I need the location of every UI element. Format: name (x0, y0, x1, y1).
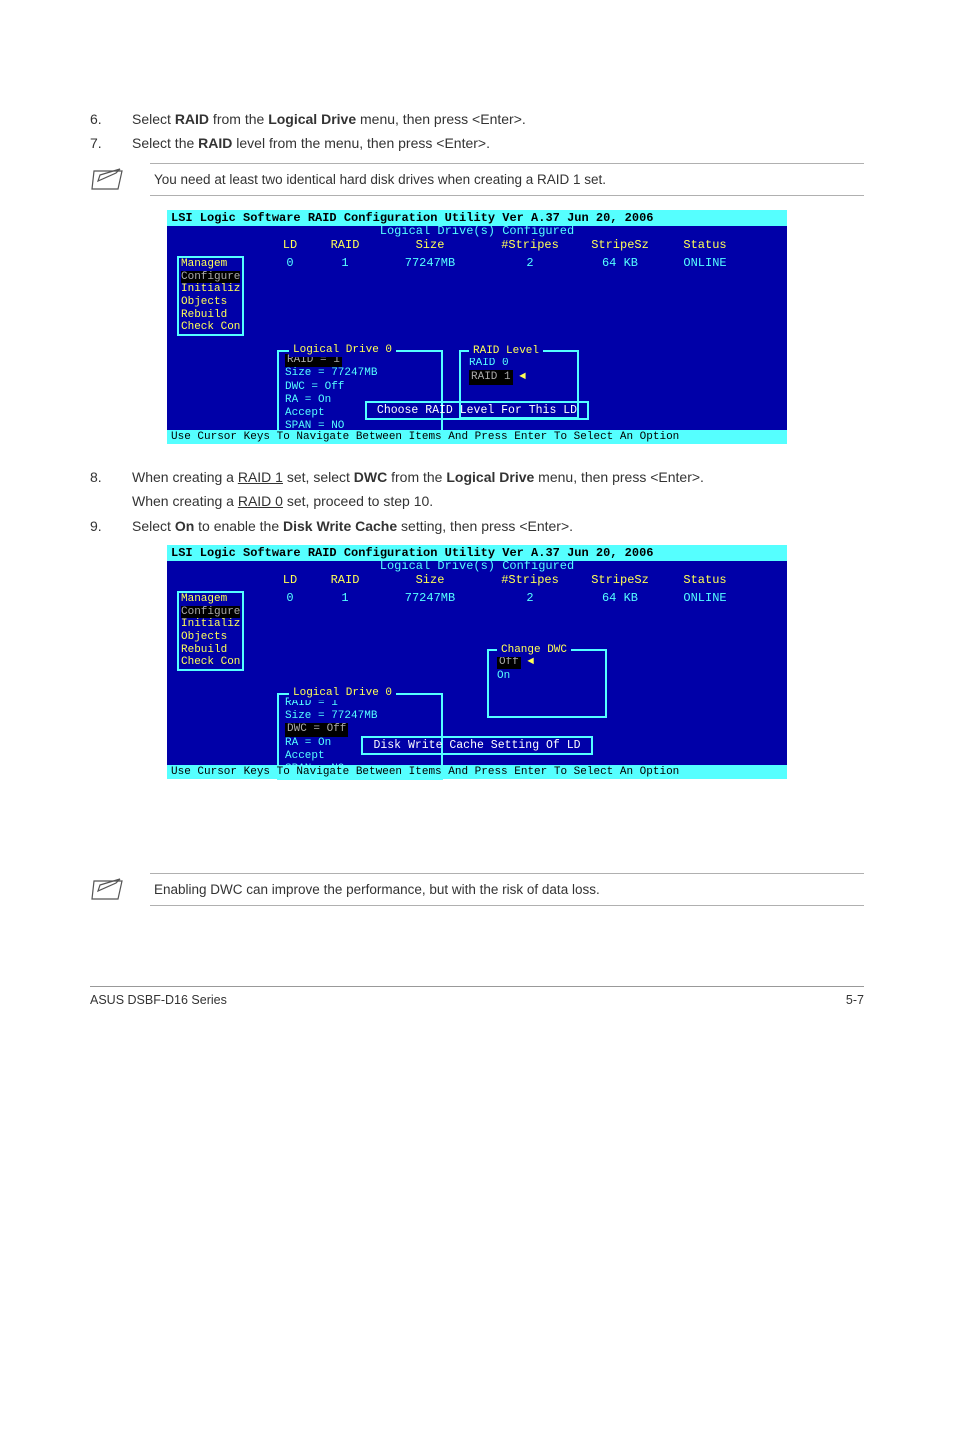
menu-item: Rebuild (181, 309, 240, 322)
menu-item: Objects (181, 631, 240, 644)
ld-line: Size = 77247MB (285, 710, 435, 723)
ld-box-title: Logical Drive 0 (289, 344, 396, 357)
ld-box-title: Logical Drive 0 (289, 687, 396, 700)
col-header: LD (265, 573, 315, 587)
steps-bottom: 8. When creating a RAID 1 set, select DW… (90, 468, 864, 488)
note-text: Enabling DWC can improve the performance… (150, 873, 864, 906)
cell: 0 (265, 256, 315, 270)
cell: ONLINE (665, 256, 745, 270)
menu-item: Initializ (181, 283, 240, 296)
footer-left: ASUS DSBF-D16 Series (90, 993, 227, 1007)
col-header: Size (375, 573, 485, 587)
bios-headers: LDRAIDSize#StripesStripeSzStatus (257, 238, 787, 252)
pencil-icon (90, 873, 150, 905)
ld-line: DWC = Off (285, 381, 435, 394)
bios-subtitle: Logical Drive(s) Configured (167, 559, 787, 573)
help-text: Choose RAID Level For This LD (365, 401, 589, 420)
step-text: Select On to enable the Disk Write Cache… (132, 517, 864, 537)
bios-side-menu: ManagemConfigureInitializObjectsRebuildC… (177, 591, 244, 671)
note-1: You need at least two identical hard dis… (90, 163, 864, 196)
ld-line-selected: DWC = Off (285, 723, 348, 736)
arrow-icon: ◄ (519, 371, 526, 383)
menu-item: Rebuild (181, 644, 240, 657)
bios-footer: Use Cursor Keys To Navigate Between Item… (167, 765, 787, 779)
logical-drive-box: Logical Drive 0RAID = 1Size = 77247MBDWC… (277, 350, 443, 437)
ld-line: Size = 77247MB (285, 367, 435, 380)
step-7: 7. Select the RAID level from the menu, … (90, 134, 864, 154)
step-9: 9. Select On to enable the Disk Write Ca… (90, 517, 864, 537)
bios-subtitle: Logical Drive(s) Configured (167, 224, 787, 238)
footer-right: 5-7 (846, 993, 864, 1007)
col-header: #Stripes (485, 573, 575, 587)
col-header: Status (665, 573, 745, 587)
popup-box: Change DWCOff ◄On (487, 649, 607, 718)
bios-help-bar: Disk Write Cache Setting Of LD (167, 736, 787, 755)
menu-item: Initializ (181, 618, 240, 631)
note-2: Enabling DWC can improve the performance… (90, 873, 864, 906)
popup-item: On (497, 669, 597, 683)
popup-title: RAID Level (469, 344, 543, 358)
note-text: You need at least two identical hard dis… (150, 163, 864, 196)
bios-screenshot-2: LSI Logic Software RAID Configuration Ut… (167, 545, 787, 779)
popup-title: Change DWC (497, 643, 571, 657)
col-header: RAID (315, 573, 375, 587)
bios-footer: Use Cursor Keys To Navigate Between Item… (167, 430, 787, 444)
cell: 1 (315, 591, 375, 605)
bios-data-row: 0177247MB264 KBONLINE (257, 591, 787, 605)
menu-item-selected: Configure (181, 606, 240, 619)
bios-help-bar: Choose RAID Level For This LD (167, 401, 787, 420)
bios-data-row: 0177247MB264 KBONLINE (257, 256, 787, 270)
step-8-line2: When creating a RAID 0 set, proceed to s… (132, 492, 864, 512)
menu-item: Check Con (181, 656, 240, 669)
cell: 0 (265, 591, 315, 605)
step-number: 7. (90, 134, 132, 154)
page-footer: ASUS DSBF-D16 Series 5-7 (90, 986, 864, 1007)
cell: 77247MB (375, 591, 485, 605)
col-header: RAID (315, 238, 375, 252)
cell: 1 (315, 256, 375, 270)
help-text: Disk Write Cache Setting Of LD (361, 736, 592, 755)
step-6: 6. Select RAID from the Logical Drive me… (90, 110, 864, 130)
step-number: 8. (90, 468, 132, 488)
col-header: LD (265, 238, 315, 252)
bios-screenshot-1: LSI Logic Software RAID Configuration Ut… (167, 210, 787, 444)
steps-top: 6. Select RAID from the Logical Drive me… (90, 110, 864, 153)
cell: 2 (485, 591, 575, 605)
bios-side-menu: ManagemConfigureInitializObjectsRebuildC… (177, 256, 244, 336)
steps-bottom-2: 9. Select On to enable the Disk Write Ca… (90, 517, 864, 537)
col-header: StripeSz (575, 573, 665, 587)
cell: 77247MB (375, 256, 485, 270)
step-text: Select RAID from the Logical Drive menu,… (132, 110, 864, 130)
step-number: 9. (90, 517, 132, 537)
menu-item: Objects (181, 296, 240, 309)
menu-item: Managem (181, 258, 240, 271)
pencil-icon (90, 163, 150, 195)
popup-item: RAID 1 ◄ (469, 370, 569, 384)
col-header: Size (375, 238, 485, 252)
menu-item: Managem (181, 593, 240, 606)
step-text: When creating a RAID 1 set, select DWC f… (132, 468, 864, 488)
col-header: StripeSz (575, 238, 665, 252)
cell: 64 KB (575, 591, 665, 605)
step-number: 6. (90, 110, 132, 130)
step-text: Select the RAID level from the menu, the… (132, 134, 864, 154)
col-header: #Stripes (485, 238, 575, 252)
step-8: 8. When creating a RAID 1 set, select DW… (90, 468, 864, 488)
col-header: Status (665, 238, 745, 252)
bios-headers: LDRAIDSize#StripesStripeSzStatus (257, 573, 787, 587)
cell: 2 (485, 256, 575, 270)
menu-item-selected: Configure (181, 271, 240, 284)
cell: ONLINE (665, 591, 745, 605)
arrow-icon: ◄ (527, 656, 534, 668)
cell: 64 KB (575, 256, 665, 270)
menu-item: Check Con (181, 321, 240, 334)
